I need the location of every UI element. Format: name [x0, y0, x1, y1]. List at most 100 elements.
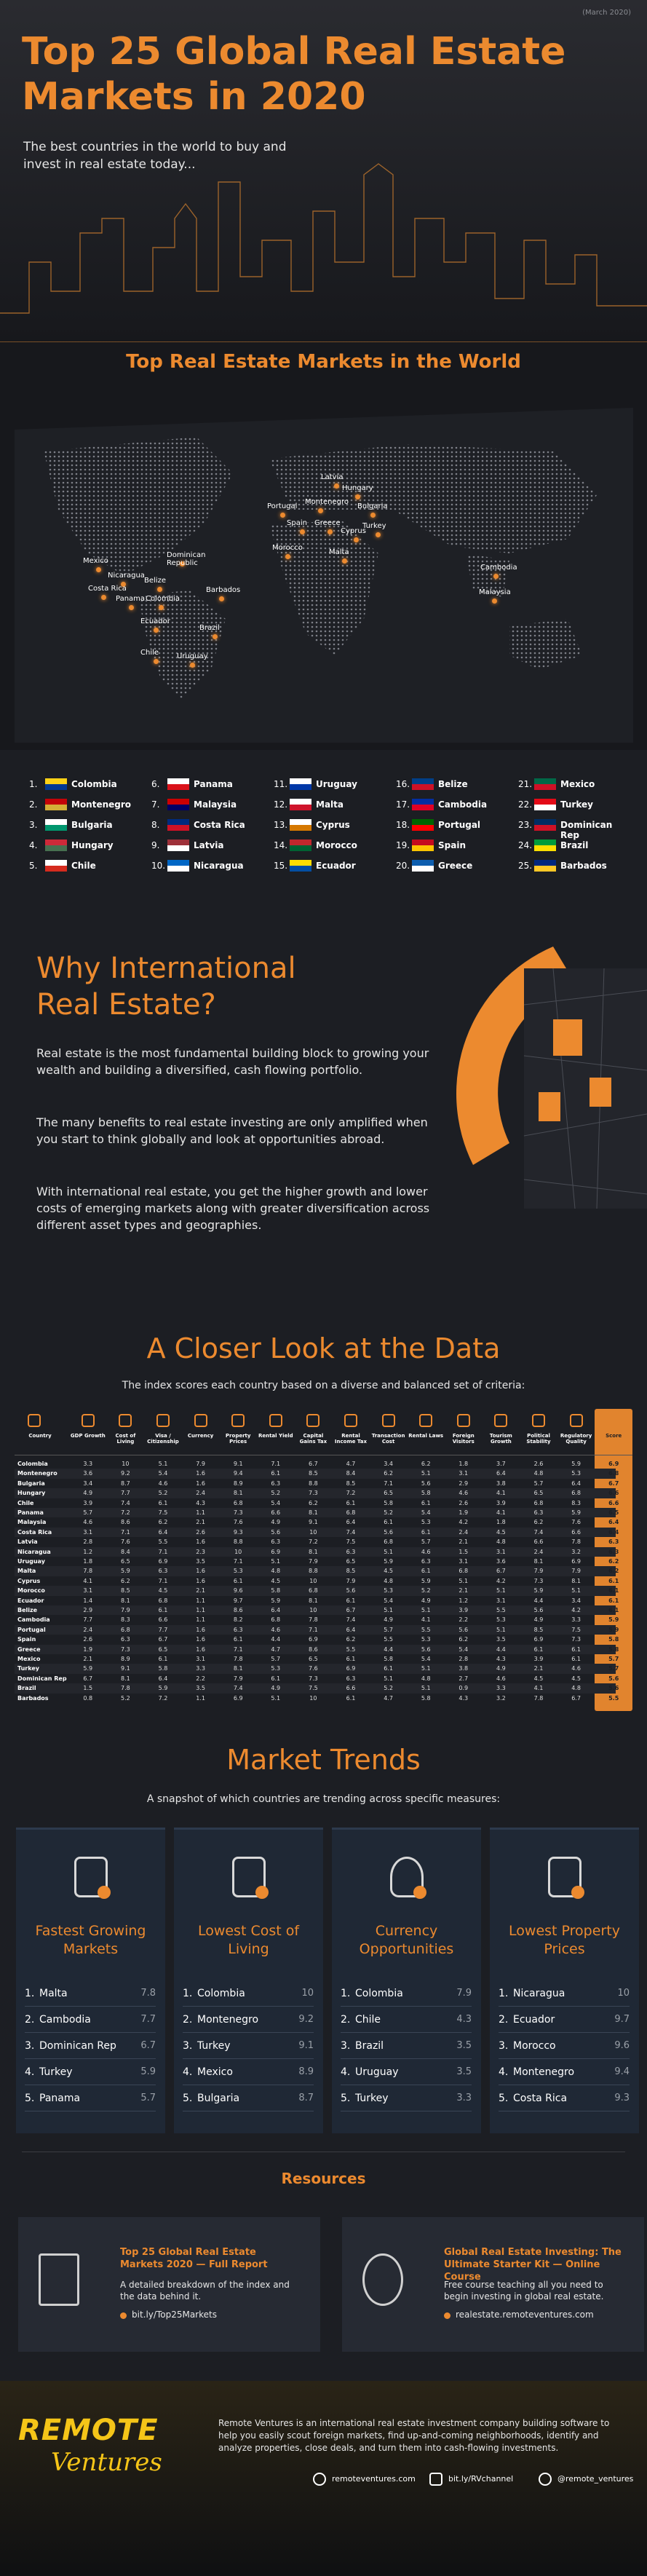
table-cell: 8.6	[121, 1519, 130, 1526]
table-cell: 5.5	[608, 1694, 619, 1702]
rank-number: 25.	[518, 861, 533, 871]
footer-link[interactable]: remoteventures.com	[332, 2474, 416, 2484]
trend-rank: 1.	[183, 1988, 193, 1999]
table-cell: 5.4	[384, 1597, 393, 1604]
table-cell: 4.6	[459, 1490, 469, 1497]
table-cell: 7.1	[271, 1461, 281, 1467]
table-cell: 6.3	[121, 1636, 130, 1643]
table-cell: 8.2	[233, 1616, 243, 1624]
rank-country: Cambodia	[438, 799, 488, 810]
resource-description: A detailed breakdown of the index and th…	[120, 2280, 290, 2302]
table-cell: 7.5	[571, 1626, 581, 1633]
table-cell: 1.8	[83, 1558, 93, 1565]
table-cell: 5.3	[421, 1636, 431, 1643]
table-cell: 4.5	[271, 1577, 281, 1584]
flag	[167, 839, 189, 851]
table-cell: 6.9	[608, 1461, 619, 1467]
trend-country: Chile	[355, 2014, 381, 2026]
table-cell: 6.4	[608, 1528, 619, 1536]
table-cell: 8.3	[571, 1499, 581, 1506]
table-cell: 6.9	[158, 1558, 168, 1565]
footer-link[interactable]: @remote_ventures	[557, 2474, 634, 2484]
trend-divider	[499, 2006, 630, 2007]
rank-country: Uruguay	[316, 779, 357, 789]
table-cell: 7.5	[309, 1685, 318, 1692]
map-marker	[300, 529, 305, 534]
rank-country: Hungary	[71, 840, 114, 850]
table-cell: 7.6	[121, 1538, 130, 1546]
table-cell: 1.6	[196, 1470, 205, 1477]
table-cell: 6.7	[608, 1479, 619, 1487]
table-cell: 6.1	[271, 1470, 281, 1477]
table-cell: 6.1	[608, 1577, 619, 1584]
trend-icon-accent	[571, 1886, 584, 1899]
table-cell: 6.7	[496, 1568, 506, 1575]
rank-country: Cyprus	[316, 820, 350, 830]
trend-rank: 1.	[499, 1988, 509, 1999]
map-label: Portugal	[267, 502, 298, 510]
table-cell: 4.3	[459, 1694, 469, 1702]
table-cell: 7.6	[309, 1665, 318, 1672]
table-cell: 10	[234, 1548, 242, 1555]
table-cell: 6.8	[384, 1538, 393, 1546]
flag	[534, 799, 556, 810]
trend-value: 8.9	[298, 2066, 314, 2077]
table-cell: 6.9	[233, 1694, 243, 1702]
table-cell: 7.1	[158, 1548, 168, 1555]
table-cell: 5.9	[608, 1616, 619, 1624]
table-cell: 6.4	[271, 1607, 281, 1613]
table-cell: 5.8	[271, 1587, 281, 1595]
table-cell: 8.1	[309, 1597, 318, 1604]
table-cell: 6.4	[346, 1626, 356, 1633]
table-cell: 4.8	[271, 1568, 281, 1575]
footer-link[interactable]: bit.ly/RVchannel	[448, 2474, 514, 2484]
table-cell: 6.6	[533, 1538, 544, 1546]
table-cell: 3.4	[384, 1461, 393, 1467]
table-cell: 6.1	[158, 1607, 168, 1613]
trend-divider	[183, 2006, 314, 2007]
table-cell: 9.4	[233, 1470, 243, 1477]
rank-number: 9.	[151, 840, 160, 850]
flag	[167, 778, 189, 790]
trend-divider	[341, 2006, 472, 2007]
table-cell: 7.7	[158, 1626, 168, 1633]
table-cell: 5.8	[384, 1499, 393, 1506]
trend-divider	[341, 2058, 472, 2059]
table-cell: 6.1	[346, 1656, 356, 1662]
table-cell: 1.6	[196, 1538, 205, 1546]
trend-value: 3.5	[456, 2040, 472, 2051]
table-cell: 3.2	[571, 1548, 581, 1555]
trend-country: Ecuador	[513, 2014, 555, 2026]
date-label: (March 2020)	[582, 9, 631, 17]
table-cell: 10	[309, 1577, 317, 1584]
table-cell: 6.1	[384, 1519, 393, 1526]
flag	[412, 839, 434, 851]
table-cell: 6.5	[533, 1490, 544, 1497]
column-header: Country	[28, 1433, 52, 1439]
resource-link[interactable]: realestate.remoteventures.com	[456, 2310, 594, 2320]
table-cell: 5.8	[608, 1645, 619, 1653]
section-title: Market Trends	[226, 1744, 421, 1776]
table-cell: 5.6	[346, 1587, 356, 1595]
logo-bottom: Ventures	[51, 2448, 162, 2477]
resource-card	[18, 2217, 320, 2352]
table-cell: 3.1	[459, 1558, 469, 1565]
table-country: Ecuador	[17, 1597, 44, 1604]
table-cell: 5.9	[83, 1665, 93, 1672]
table-cell: 6.4	[346, 1519, 356, 1526]
flag	[412, 778, 434, 790]
table-cell: 6.5	[158, 1645, 168, 1653]
table-cell: 6.5	[608, 1509, 619, 1516]
trend-divider	[25, 2006, 156, 2007]
table-cell: 8.1	[233, 1665, 243, 1672]
trend-country: Turkey	[355, 2093, 389, 2104]
table-cell: 5.8	[158, 1665, 168, 1672]
flag	[534, 819, 556, 831]
map-marker	[154, 628, 159, 633]
table-cell: 1.5	[83, 1685, 93, 1692]
resource-link[interactable]: bit.ly/Top25Markets	[132, 2310, 217, 2320]
trend-country: Cambodia	[39, 2014, 91, 2026]
table-cell: 6.6	[608, 1490, 619, 1497]
section-title: Why International Real Estate?	[36, 952, 296, 1022]
table-cell: 8.4	[121, 1548, 130, 1555]
